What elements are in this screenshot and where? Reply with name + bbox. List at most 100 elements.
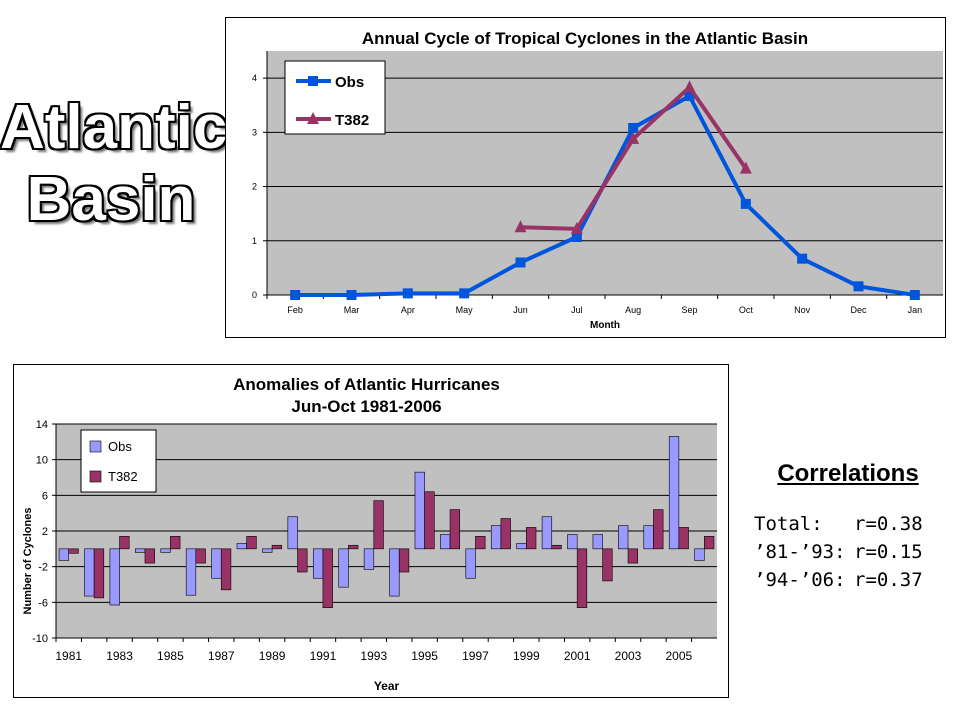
data-point-obs xyxy=(402,288,413,299)
y-tick-label: 2 xyxy=(42,526,48,538)
data-point-t382 xyxy=(739,161,752,174)
correlation-value: r=0.37 xyxy=(854,569,923,591)
correlation-value: r=0.38 xyxy=(854,513,923,535)
bar-obs xyxy=(668,436,680,550)
bar-obs xyxy=(185,548,197,596)
legend-label: T382 xyxy=(335,112,369,129)
x-tick-label: 1989 xyxy=(259,649,286,663)
x-tick-label: May xyxy=(456,305,474,315)
y-tick-label: 1 xyxy=(252,236,257,246)
bar-t382 xyxy=(220,548,232,591)
data-point-obs xyxy=(346,290,357,300)
bar-t382 xyxy=(526,527,537,550)
y-tick-label: 10 xyxy=(36,455,48,467)
bar-obs xyxy=(338,548,349,588)
bar-t382 xyxy=(576,548,588,608)
bar-obs xyxy=(312,548,324,579)
correlation-label: Total: xyxy=(754,513,823,535)
x-tick-label: Jun xyxy=(513,305,528,315)
bar-t382 xyxy=(93,548,105,599)
x-tick-label: 1985 xyxy=(157,649,184,663)
bar-obs xyxy=(694,548,705,561)
x-axis-label: Month xyxy=(590,320,620,331)
bar-obs xyxy=(363,548,375,570)
bar-t382 xyxy=(119,536,130,550)
bar-t382 xyxy=(678,527,689,550)
correlations-panel: Correlations Total: r=0.38 ’81-’93: r=0.15… xyxy=(748,460,948,591)
bar-obs xyxy=(135,548,146,553)
bar-obs xyxy=(414,471,425,550)
anomalies-chart: Anomalies of Atlantic Hurricanes Jun-Oct … xyxy=(13,364,729,698)
data-point-obs xyxy=(515,257,526,268)
bar-t382 xyxy=(170,536,181,550)
bar-obs xyxy=(465,548,476,579)
data-point-t382 xyxy=(627,131,640,144)
x-tick-label: Jan xyxy=(908,305,923,315)
bar-obs xyxy=(58,548,70,561)
correlation-value: r=0.15 xyxy=(854,541,923,563)
x-tick-label: Oct xyxy=(739,305,754,315)
slide-title-line-2: Basin xyxy=(26,165,196,234)
bar-obs xyxy=(262,548,273,553)
correlation-label: ’81-’93: xyxy=(754,541,846,563)
bar-obs xyxy=(236,543,247,550)
x-tick-label: 2001 xyxy=(564,649,591,663)
slide-title: Atlantic Basin xyxy=(0,92,228,236)
annual-cycle-chart-svg: Annual Cycle of Tropical Cyclones in the… xyxy=(252,29,943,331)
data-point-obs xyxy=(740,198,751,209)
bar-t382 xyxy=(424,491,435,550)
x-tick-label: 1981 xyxy=(55,649,82,663)
bar-obs xyxy=(287,516,298,550)
x-axis-label: Year xyxy=(374,679,400,693)
bar-t382 xyxy=(348,544,359,550)
x-tick-label: 1991 xyxy=(310,649,337,663)
correlation-row-81-93: ’81-’93: r=0.15 xyxy=(754,538,923,566)
x-tick-label: Feb xyxy=(287,305,303,315)
bar-t382 xyxy=(500,518,511,550)
bar-obs xyxy=(84,548,95,597)
bar-obs xyxy=(211,548,222,579)
data-point-obs xyxy=(797,253,808,264)
slide-title-line-1: Atlantic xyxy=(0,93,228,162)
bar-t382 xyxy=(246,536,257,550)
bar-t382 xyxy=(68,548,79,554)
bar-obs xyxy=(516,543,527,550)
y-tick-label: 6 xyxy=(42,490,48,502)
bar-t382 xyxy=(551,544,562,550)
bar-t382 xyxy=(449,509,461,550)
annual-cycle-chart: Annual Cycle of Tropical Cyclones in the… xyxy=(225,17,946,338)
data-point-t382 xyxy=(514,220,527,233)
x-tick-label: 1995 xyxy=(411,649,438,663)
bar-obs xyxy=(160,548,171,553)
anomalies-chart-svg: Anomalies of Atlantic Hurricanes Jun-Oct … xyxy=(22,375,717,693)
bar-obs xyxy=(109,548,120,606)
bar-obs xyxy=(389,548,400,597)
x-tick-label: Aug xyxy=(625,305,641,315)
bar-t382 xyxy=(297,548,308,573)
x-tick-label: Mar xyxy=(344,305,360,315)
y-tick-label: 4 xyxy=(252,73,257,83)
bar-t382 xyxy=(195,548,206,564)
y-axis-label: Number of Cyclones xyxy=(22,508,34,615)
bar-obs xyxy=(541,516,553,550)
data-point-obs xyxy=(290,290,301,300)
chart-title-line-1: Anomalies of Atlantic Hurricanes xyxy=(233,375,500,394)
x-tick-label: 1993 xyxy=(360,649,387,663)
data-point-t382 xyxy=(570,221,583,234)
y-tick-label: -2 xyxy=(38,562,48,574)
y-tick-label: 14 xyxy=(36,419,48,431)
legend-marker xyxy=(308,76,318,86)
bar-t382 xyxy=(271,544,283,550)
x-tick-label: 1987 xyxy=(208,649,235,663)
data-point-t382 xyxy=(683,80,696,93)
bar-t382 xyxy=(398,548,410,573)
legend-label: T382 xyxy=(108,469,138,484)
x-tick-label: 1999 xyxy=(513,649,540,663)
bar-obs xyxy=(592,534,603,550)
correlation-label: ’94-’06: xyxy=(754,569,846,591)
x-tick-label: 1997 xyxy=(462,649,489,663)
data-point-obs xyxy=(571,231,582,242)
bar-t382 xyxy=(602,548,613,582)
bar-t382 xyxy=(373,500,384,550)
data-point-obs xyxy=(459,288,470,299)
